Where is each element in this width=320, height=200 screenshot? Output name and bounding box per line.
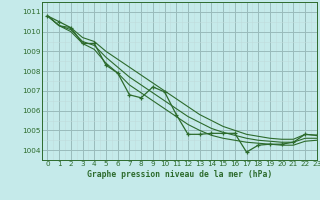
- X-axis label: Graphe pression niveau de la mer (hPa): Graphe pression niveau de la mer (hPa): [87, 170, 272, 179]
